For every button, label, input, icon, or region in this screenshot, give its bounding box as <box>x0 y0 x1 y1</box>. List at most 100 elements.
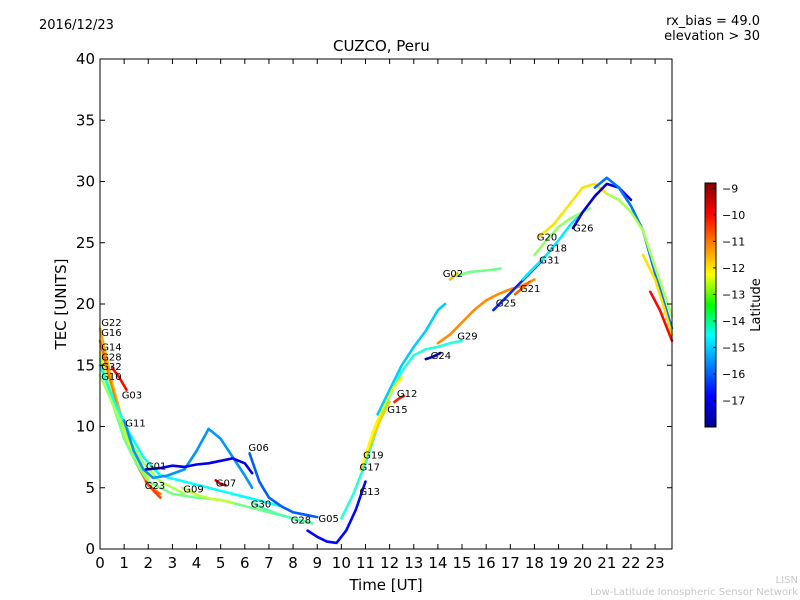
y-tick-label: 25 <box>76 234 95 252</box>
x-tick-label: 21 <box>597 554 616 572</box>
series-g15 <box>376 302 447 416</box>
label-g32: G32 <box>101 362 121 373</box>
x-tick-label: 3 <box>168 554 178 572</box>
date-label: 2016/12/23 <box>39 18 114 33</box>
colorbar-tick-label: −13 <box>722 288 745 301</box>
x-tick-label: 18 <box>525 554 544 572</box>
label-g30: G30 <box>251 499 271 510</box>
y-tick-label: 20 <box>76 295 95 313</box>
footer-lisn: LISN <box>775 575 798 586</box>
series-g29 <box>436 278 536 345</box>
rx-bias-label: rx_bias = 49.0 <box>666 14 760 29</box>
label-g13: G13 <box>360 487 380 498</box>
series-g07 <box>214 479 227 487</box>
x-tick-label: 0 <box>95 554 105 572</box>
x-tick-label: 23 <box>646 554 665 572</box>
label-g21: G21 <box>520 284 540 295</box>
x-tick-label: 11 <box>356 554 375 572</box>
label-g06: G06 <box>248 443 268 454</box>
series-g21 <box>513 280 531 296</box>
x-tick-label: 16 <box>477 554 496 572</box>
series-p4 <box>648 290 674 343</box>
series-g23 <box>144 480 162 499</box>
x-tick-label: 15 <box>452 554 471 572</box>
label-g19: G19 <box>363 450 383 461</box>
colorbar-tick-label: −10 <box>722 209 745 222</box>
label-g09: G09 <box>183 485 203 496</box>
label-g03: G03 <box>122 390 142 401</box>
series-g30 <box>250 501 314 525</box>
colorbar-tick-label: −9 <box>722 182 738 195</box>
label-g22: G22 <box>101 318 121 329</box>
colorbar-tick-label: −14 <box>722 315 745 328</box>
label-g16: G16 <box>101 328 121 339</box>
label-g20: G20 <box>537 232 557 243</box>
label-g15: G15 <box>387 405 407 416</box>
series-g06 <box>248 452 319 519</box>
chart-title: CUZCO, Peru <box>333 37 430 55</box>
x-tick-label: 10 <box>332 554 351 572</box>
x-tick-label: 14 <box>428 554 447 572</box>
colorbar-tick-label: −11 <box>722 235 745 248</box>
series-g09 <box>180 486 234 504</box>
x-tick-label: 2 <box>143 554 153 572</box>
y-tick-label: 35 <box>76 111 95 129</box>
x-tick-label: 8 <box>288 554 298 572</box>
x-tick-label: 5 <box>216 554 226 572</box>
x-tick-label: 1 <box>119 554 129 572</box>
x-tick-label: 9 <box>312 554 322 572</box>
label-g10: G10 <box>101 372 121 383</box>
label-g26: G26 <box>573 224 593 235</box>
label-g25: G25 <box>496 298 516 309</box>
colorbar-label: Latitude <box>749 278 764 332</box>
label-g17: G17 <box>360 463 380 474</box>
y-tick-label: 0 <box>85 540 95 558</box>
series-g13 <box>340 339 464 520</box>
colorbar-tick-label: −12 <box>722 262 745 275</box>
series-g24 <box>424 351 442 361</box>
label-g24: G24 <box>431 351 451 362</box>
x-tick-label: 13 <box>404 554 423 572</box>
x-tick-label: 19 <box>549 554 568 572</box>
x-tick-label: 20 <box>573 554 592 572</box>
colorbar-tick-label: −17 <box>722 394 745 407</box>
x-tick-label: 6 <box>240 554 250 572</box>
plot-frame <box>99 58 673 550</box>
series-g02 <box>448 272 459 281</box>
x-tick-label: 22 <box>621 554 640 572</box>
series-p3 <box>641 253 674 336</box>
label-g31: G31 <box>539 256 559 267</box>
label-g28: G28 <box>291 515 311 526</box>
series-g02b <box>455 267 502 278</box>
label-g18: G18 <box>547 243 567 254</box>
footer-network-name: Low-Latitude Ionospheric Sensor Network <box>590 587 798 598</box>
colorbar-tick-label: −16 <box>722 368 745 381</box>
series-g01 <box>144 457 254 475</box>
label-g07: G07 <box>216 479 236 490</box>
x-tick-label: 7 <box>264 554 274 572</box>
colorbar <box>704 182 717 428</box>
series-layer <box>98 176 674 545</box>
label-g05: G05 <box>318 514 338 525</box>
label-g12: G12 <box>397 389 417 400</box>
series-g31 <box>521 210 585 281</box>
series-g14 <box>98 351 150 480</box>
y-tick-label: 15 <box>76 356 95 374</box>
label-g11: G11 <box>125 419 145 430</box>
series-g19 <box>361 376 404 465</box>
series-g32 <box>98 363 283 508</box>
colorbar-ticks: −17 −16 −15 −14 −13 −12 −11 −10 −9 <box>713 182 745 407</box>
label-g01: G01 <box>146 461 166 472</box>
y-tick-label: 10 <box>76 418 95 436</box>
series-g05 <box>306 480 367 545</box>
elevation-label: elevation > 30 <box>664 29 760 44</box>
label-g02: G02 <box>443 269 463 280</box>
series-g12 <box>393 394 406 404</box>
colorbar-tick-label: −15 <box>722 341 745 354</box>
series-p2 <box>605 192 674 318</box>
series-g03 <box>110 366 128 392</box>
label-g28: G28 <box>101 352 121 363</box>
x-tick-label: 12 <box>380 554 399 572</box>
y-tick-label: 30 <box>76 173 95 191</box>
